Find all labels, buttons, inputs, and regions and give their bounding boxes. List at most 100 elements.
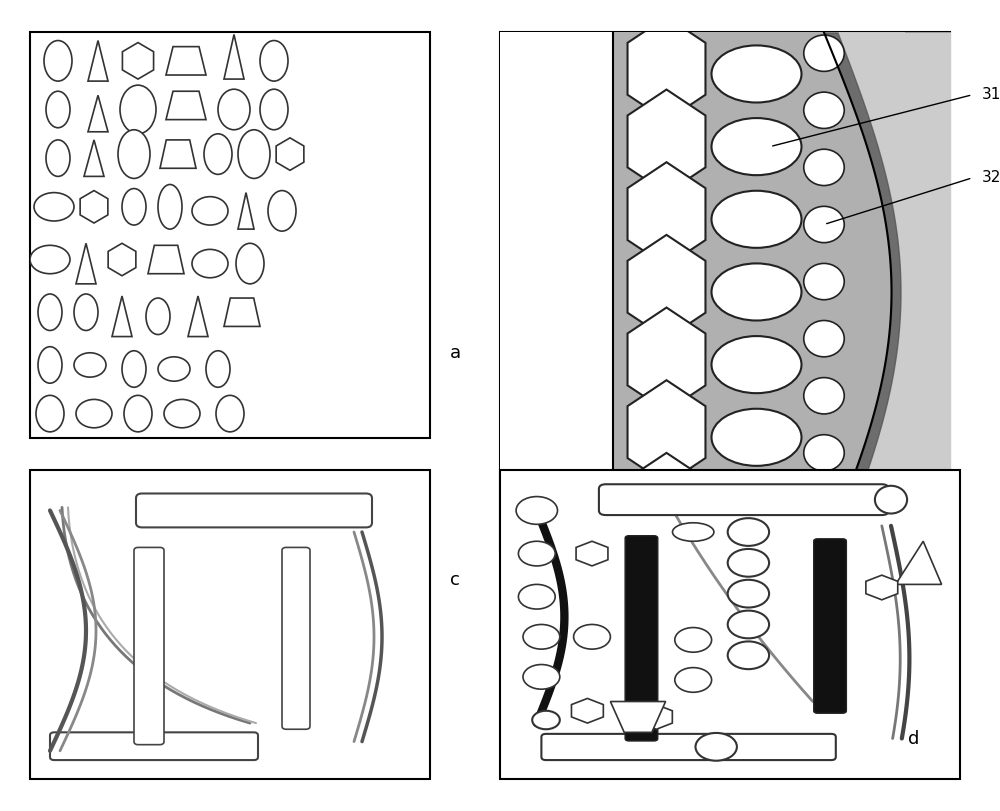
Polygon shape — [108, 243, 136, 276]
Polygon shape — [628, 162, 705, 266]
Ellipse shape — [36, 395, 64, 431]
Ellipse shape — [804, 149, 844, 186]
Polygon shape — [628, 307, 705, 411]
Polygon shape — [628, 453, 705, 556]
Ellipse shape — [120, 85, 156, 134]
Ellipse shape — [192, 250, 228, 277]
Polygon shape — [628, 235, 705, 339]
Polygon shape — [122, 43, 154, 79]
Polygon shape — [628, 17, 705, 121]
Ellipse shape — [44, 41, 72, 81]
Ellipse shape — [712, 409, 802, 466]
Ellipse shape — [30, 245, 70, 273]
Ellipse shape — [712, 191, 802, 248]
Polygon shape — [576, 541, 608, 566]
FancyBboxPatch shape — [282, 547, 310, 729]
Polygon shape — [166, 92, 206, 120]
Polygon shape — [866, 575, 898, 600]
Text: b: b — [710, 518, 722, 536]
FancyBboxPatch shape — [625, 536, 658, 741]
FancyBboxPatch shape — [541, 734, 836, 760]
Bar — [612, 32, 905, 551]
Ellipse shape — [74, 294, 98, 331]
Ellipse shape — [218, 89, 250, 130]
Ellipse shape — [672, 523, 714, 541]
Ellipse shape — [712, 118, 802, 175]
Ellipse shape — [804, 206, 844, 242]
FancyBboxPatch shape — [50, 732, 258, 760]
Ellipse shape — [38, 294, 62, 331]
Polygon shape — [88, 96, 108, 131]
Circle shape — [728, 611, 769, 638]
Ellipse shape — [38, 347, 62, 384]
Circle shape — [675, 667, 712, 693]
Ellipse shape — [804, 264, 844, 300]
Ellipse shape — [76, 400, 112, 428]
Ellipse shape — [122, 350, 146, 388]
Ellipse shape — [712, 336, 802, 393]
Ellipse shape — [260, 41, 288, 81]
Text: d: d — [908, 730, 920, 748]
Circle shape — [532, 710, 560, 729]
Polygon shape — [628, 380, 705, 484]
Ellipse shape — [804, 435, 844, 471]
Ellipse shape — [712, 482, 802, 539]
Ellipse shape — [204, 134, 232, 174]
Text: c: c — [450, 571, 460, 589]
Ellipse shape — [804, 92, 844, 128]
Ellipse shape — [74, 353, 106, 377]
Ellipse shape — [146, 298, 170, 334]
Polygon shape — [610, 702, 666, 732]
Polygon shape — [112, 296, 132, 337]
FancyBboxPatch shape — [599, 484, 889, 515]
Polygon shape — [84, 139, 104, 177]
Circle shape — [523, 664, 560, 689]
Ellipse shape — [124, 395, 152, 431]
Polygon shape — [276, 138, 304, 170]
Ellipse shape — [712, 45, 802, 102]
Circle shape — [728, 549, 769, 577]
Polygon shape — [238, 192, 254, 230]
Ellipse shape — [216, 395, 244, 431]
Circle shape — [728, 580, 769, 607]
Circle shape — [728, 518, 769, 546]
Circle shape — [728, 642, 769, 669]
Ellipse shape — [236, 243, 264, 284]
Text: a: a — [449, 344, 461, 362]
Polygon shape — [88, 41, 108, 81]
Polygon shape — [571, 698, 603, 723]
Ellipse shape — [260, 89, 288, 130]
Circle shape — [523, 624, 560, 649]
Ellipse shape — [875, 486, 907, 513]
Circle shape — [696, 733, 737, 761]
Ellipse shape — [46, 139, 70, 176]
Text: 32: 32 — [982, 170, 1000, 185]
Circle shape — [518, 541, 555, 566]
Polygon shape — [80, 191, 108, 223]
Ellipse shape — [158, 357, 190, 381]
Ellipse shape — [804, 320, 844, 357]
Ellipse shape — [804, 378, 844, 414]
Text: 31: 31 — [982, 88, 1000, 102]
Polygon shape — [640, 705, 672, 729]
Ellipse shape — [122, 189, 146, 225]
Polygon shape — [628, 89, 705, 193]
Circle shape — [675, 628, 712, 652]
Ellipse shape — [46, 92, 70, 127]
FancyBboxPatch shape — [134, 547, 164, 744]
Polygon shape — [76, 243, 96, 284]
Polygon shape — [166, 46, 206, 75]
Polygon shape — [224, 34, 244, 79]
Ellipse shape — [804, 35, 844, 71]
Polygon shape — [896, 541, 942, 585]
Circle shape — [518, 585, 555, 609]
FancyBboxPatch shape — [814, 539, 846, 713]
Polygon shape — [224, 298, 260, 326]
Ellipse shape — [206, 350, 230, 388]
Circle shape — [574, 624, 610, 649]
Ellipse shape — [192, 197, 228, 225]
FancyBboxPatch shape — [136, 493, 372, 527]
Circle shape — [516, 496, 558, 525]
Ellipse shape — [34, 193, 74, 221]
Bar — [500, 32, 612, 551]
